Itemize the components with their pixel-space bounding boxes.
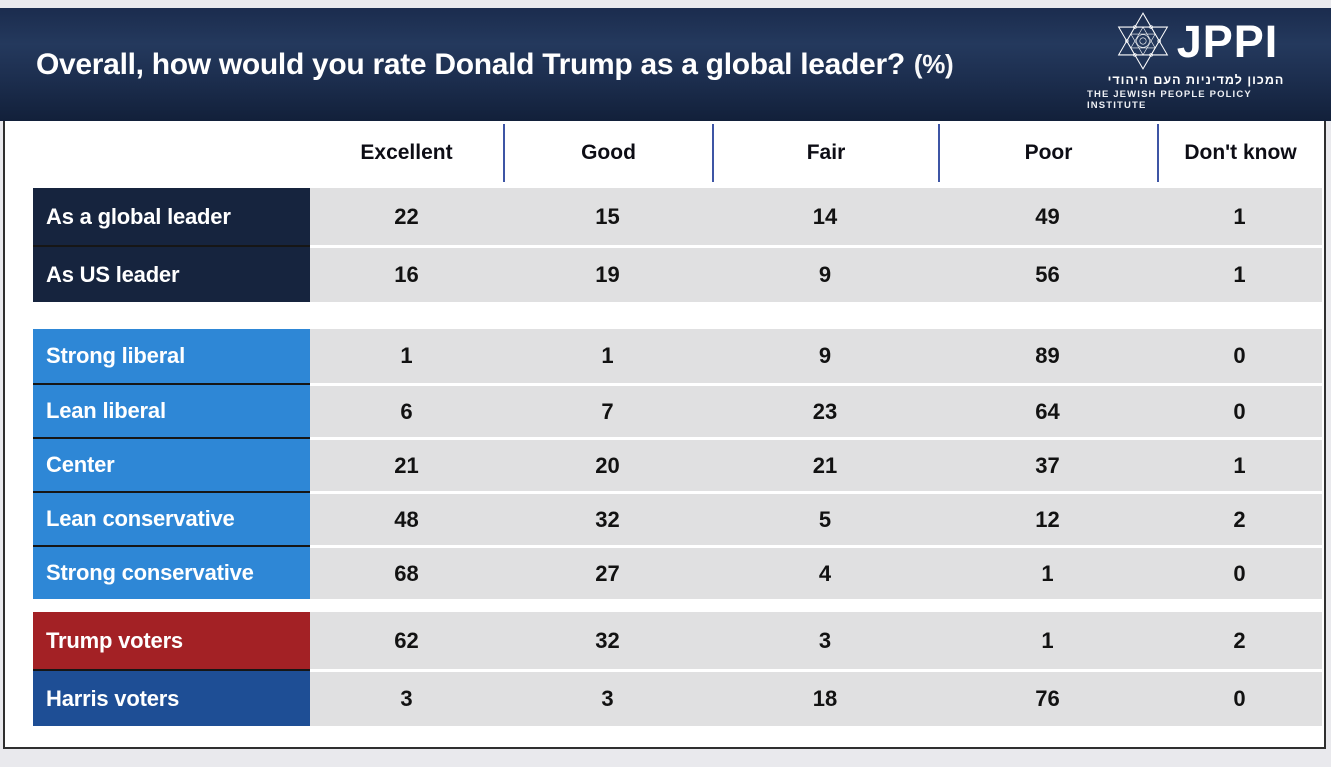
- value-cell-lean-liberal-don-t-know: 0: [1157, 383, 1322, 437]
- value-cell-harris-voters-poor: 76: [938, 669, 1157, 726]
- row-label-trump-voters: Trump voters: [33, 612, 310, 669]
- column-header-excellent: Excellent: [360, 141, 453, 164]
- jppi-logo: JPPI המכון למדיניות העם היהודי THE JEWIS…: [1087, 12, 1305, 111]
- table-panel: Excellent Good Fair Poor Don't know As a glo…: [3, 121, 1326, 749]
- value-cell-as-us-leader-fair: 9: [712, 245, 938, 302]
- value-cell-trump-voters-excellent: 62: [310, 612, 503, 669]
- column-header-fair: Fair: [712, 124, 938, 182]
- page-title-text: Overall, how would you rate Donald Trump…: [36, 47, 905, 81]
- column-header-don-t-know: Don't know: [1157, 124, 1322, 182]
- value-cell-strong-conservative-excellent: 68: [310, 545, 503, 599]
- table-row-lean-conservative: Lean conservative 48 32 5 12 2: [33, 491, 1322, 545]
- table-row-lean-liberal: Lean liberal 6 7 23 64 0: [33, 383, 1322, 437]
- row-label-strong-liberal: Strong liberal: [33, 329, 310, 383]
- table-row-strong-conservative: Strong conservative 68 27 4 1 0: [33, 545, 1322, 599]
- value-cell-trump-voters-fair: 3: [712, 612, 938, 669]
- value-cell-harris-voters-good: 3: [503, 669, 712, 726]
- row-group-2024-voters: Trump voters 62 32 3 1 2 Harris voters 3 3 18 76 0: [33, 612, 1322, 726]
- value-cell-strong-liberal-don-t-know: 0: [1157, 329, 1322, 383]
- value-cell-strong-liberal-poor: 89: [938, 329, 1157, 383]
- value-cell-center-fair: 21: [712, 437, 938, 491]
- table-body: As a global leader 22 15 14 49 1 As US leader 1…: [33, 188, 1322, 726]
- column-header-poor: Poor: [938, 124, 1157, 182]
- table-row-as-a-global-leader: As a global leader 22 15 14 49 1: [33, 188, 1322, 245]
- value-cell-lean-liberal-good: 7: [503, 383, 712, 437]
- table-row-as-us-leader: As US leader 16 19 9 56 1: [33, 245, 1322, 302]
- value-cell-lean-conservative-poor: 12: [938, 491, 1157, 545]
- header-label-spacer: [33, 124, 310, 182]
- table-row-harris-voters: Harris voters 3 3 18 76 0: [33, 669, 1322, 726]
- column-header-good: Good: [503, 124, 712, 182]
- value-cell-lean-conservative-don-t-know: 2: [1157, 491, 1322, 545]
- value-cell-lean-conservative-excellent: 48: [310, 491, 503, 545]
- value-cell-trump-voters-good: 32: [503, 612, 712, 669]
- ratings-table: Excellent Good Fair Poor Don't know As a glo…: [33, 124, 1322, 726]
- value-cell-harris-voters-don-t-know: 0: [1157, 669, 1322, 726]
- star-of-david-icon: [1114, 12, 1172, 70]
- value-cell-strong-liberal-excellent: 1: [310, 329, 503, 383]
- row-label-as-a-global-leader: As a global leader: [33, 188, 310, 245]
- value-cell-lean-liberal-excellent: 6: [310, 383, 503, 437]
- value-cell-center-poor: 37: [938, 437, 1157, 491]
- row-label-harris-voters: Harris voters: [33, 669, 310, 726]
- row-label-center: Center: [33, 437, 310, 491]
- value-cell-as-us-leader-excellent: 16: [310, 245, 503, 302]
- row-label-lean-conservative: Lean conservative: [33, 491, 310, 545]
- value-cell-lean-liberal-poor: 64: [938, 383, 1157, 437]
- value-cell-center-don-t-know: 1: [1157, 437, 1322, 491]
- value-cell-as-us-leader-don-t-know: 1: [1157, 245, 1322, 302]
- value-cell-trump-voters-poor: 1: [938, 612, 1157, 669]
- value-cell-lean-conservative-fair: 5: [712, 491, 938, 545]
- value-cell-harris-voters-fair: 18: [712, 669, 938, 726]
- value-cell-strong-conservative-good: 27: [503, 545, 712, 599]
- table-row-center: Center 21 20 21 37 1: [33, 437, 1322, 491]
- value-cell-as-a-global-leader-good: 15: [503, 188, 712, 245]
- value-cell-center-good: 20: [503, 437, 712, 491]
- row-group-political-leaning: Strong liberal 1 1 9 89 0 Lean liberal 6 7 23 64 0 C…: [33, 329, 1322, 599]
- row-label-lean-liberal: Lean liberal: [33, 383, 310, 437]
- value-cell-as-us-leader-poor: 56: [938, 245, 1157, 302]
- value-cell-strong-conservative-don-t-know: 0: [1157, 545, 1322, 599]
- value-cell-strong-liberal-fair: 9: [712, 329, 938, 383]
- jppi-logo-top: JPPI: [1114, 12, 1279, 70]
- jppi-logo-hebrew-line: המכון למדיניות העם היהודי: [1107, 73, 1285, 87]
- value-cell-as-a-global-leader-fair: 14: [712, 188, 938, 245]
- value-cell-lean-conservative-good: 32: [503, 491, 712, 545]
- row-label-as-us-leader: As US leader: [33, 245, 310, 302]
- table-row-trump-voters: Trump voters 62 32 3 1 2: [33, 612, 1322, 669]
- value-cell-as-us-leader-good: 19: [503, 245, 712, 302]
- value-cell-as-a-global-leader-excellent: 22: [310, 188, 503, 245]
- jppi-logo-wordmark: JPPI: [1176, 15, 1279, 67]
- value-cell-harris-voters-excellent: 3: [310, 669, 503, 726]
- page-title: Overall, how would you rate Donald Trump…: [36, 8, 954, 121]
- row-label-strong-conservative: Strong conservative: [33, 545, 310, 599]
- value-cell-as-a-global-leader-poor: 49: [938, 188, 1157, 245]
- row-group-overall-ratings: As a global leader 22 15 14 49 1 As US leader 1…: [33, 188, 1322, 302]
- table-row-strong-liberal: Strong liberal 1 1 9 89 0: [33, 329, 1322, 383]
- value-cell-strong-conservative-fair: 4: [712, 545, 938, 599]
- value-cell-strong-liberal-good: 1: [503, 329, 712, 383]
- value-cell-as-a-global-leader-don-t-know: 1: [1157, 188, 1322, 245]
- jppi-logo-english-line: THE JEWISH PEOPLE POLICY INSTITUTE: [1087, 89, 1252, 111]
- value-cell-strong-conservative-poor: 1: [938, 545, 1157, 599]
- value-cell-center-excellent: 21: [310, 437, 503, 491]
- title-band: Overall, how would you rate Donald Trump…: [0, 8, 1331, 121]
- value-cell-lean-liberal-fair: 23: [712, 383, 938, 437]
- page-title-percent-suffix: (%): [913, 49, 954, 79]
- value-cell-trump-voters-don-t-know: 2: [1157, 612, 1322, 669]
- table-header-row: Excellent Good Fair Poor Don't know: [33, 124, 1322, 182]
